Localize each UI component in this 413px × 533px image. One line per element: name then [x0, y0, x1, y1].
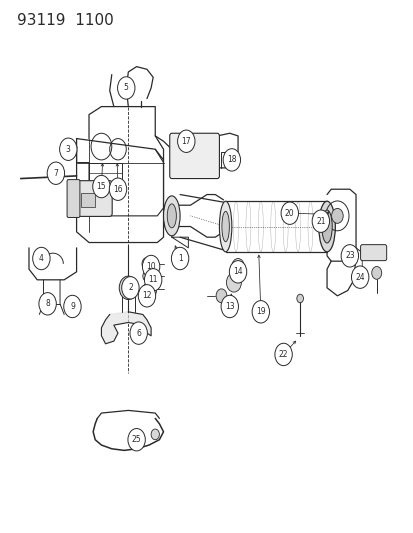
Circle shape — [121, 277, 139, 299]
Circle shape — [47, 162, 64, 184]
Circle shape — [145, 284, 156, 297]
Text: 13: 13 — [224, 302, 234, 311]
Text: 22: 22 — [278, 350, 287, 359]
Circle shape — [59, 138, 77, 160]
Circle shape — [223, 149, 240, 171]
Circle shape — [231, 259, 244, 274]
Text: 24: 24 — [354, 273, 364, 281]
FancyBboxPatch shape — [360, 245, 386, 261]
Circle shape — [252, 301, 269, 323]
Circle shape — [109, 178, 126, 200]
Text: 11: 11 — [148, 276, 157, 284]
Text: 10: 10 — [146, 262, 156, 271]
Circle shape — [142, 255, 159, 278]
Text: 17: 17 — [181, 137, 191, 146]
Text: 2: 2 — [128, 284, 133, 292]
Text: 8: 8 — [45, 300, 50, 308]
Ellipse shape — [318, 201, 335, 252]
Text: 20: 20 — [284, 209, 294, 217]
Circle shape — [274, 343, 292, 366]
Circle shape — [93, 175, 110, 198]
Text: 9: 9 — [70, 302, 75, 311]
Circle shape — [138, 285, 155, 307]
Circle shape — [371, 266, 381, 279]
Circle shape — [340, 245, 358, 267]
Circle shape — [142, 271, 151, 281]
Circle shape — [142, 284, 151, 294]
Ellipse shape — [167, 204, 176, 228]
FancyBboxPatch shape — [67, 180, 80, 217]
Circle shape — [130, 322, 147, 344]
Circle shape — [128, 429, 145, 451]
Ellipse shape — [221, 212, 229, 242]
Text: 1: 1 — [177, 254, 182, 263]
Text: 16: 16 — [113, 185, 123, 193]
Circle shape — [226, 273, 241, 292]
Text: 21: 21 — [316, 217, 325, 225]
Text: 25: 25 — [131, 435, 141, 444]
Text: 6: 6 — [136, 329, 141, 337]
Circle shape — [351, 266, 368, 288]
Text: 19: 19 — [255, 308, 265, 316]
Bar — [81, 193, 95, 207]
Circle shape — [119, 276, 137, 300]
Text: 12: 12 — [142, 292, 151, 300]
Ellipse shape — [163, 196, 180, 236]
Circle shape — [142, 257, 152, 270]
Circle shape — [117, 77, 135, 99]
FancyBboxPatch shape — [74, 181, 112, 216]
Text: 4: 4 — [39, 254, 44, 263]
Text: 15: 15 — [96, 182, 106, 191]
Text: 7: 7 — [53, 169, 58, 177]
Ellipse shape — [219, 201, 231, 252]
Circle shape — [311, 210, 329, 232]
Circle shape — [171, 247, 188, 270]
Circle shape — [33, 247, 50, 270]
Circle shape — [216, 289, 226, 303]
Circle shape — [177, 130, 195, 152]
Text: 18: 18 — [227, 156, 236, 164]
Text: 23: 23 — [344, 252, 354, 260]
Circle shape — [144, 269, 161, 291]
Circle shape — [39, 293, 56, 315]
Circle shape — [296, 294, 303, 303]
Circle shape — [331, 208, 342, 223]
Circle shape — [229, 261, 246, 283]
Text: 14: 14 — [233, 268, 242, 276]
Circle shape — [221, 295, 238, 318]
Circle shape — [280, 202, 298, 224]
Polygon shape — [101, 312, 151, 344]
Text: 3: 3 — [66, 145, 71, 154]
Circle shape — [151, 429, 159, 440]
Text: 93119  1100: 93119 1100 — [17, 13, 113, 28]
Ellipse shape — [321, 210, 331, 243]
Bar — [89, 163, 122, 184]
Circle shape — [64, 295, 81, 318]
FancyBboxPatch shape — [169, 133, 219, 179]
Text: 5: 5 — [123, 84, 128, 92]
